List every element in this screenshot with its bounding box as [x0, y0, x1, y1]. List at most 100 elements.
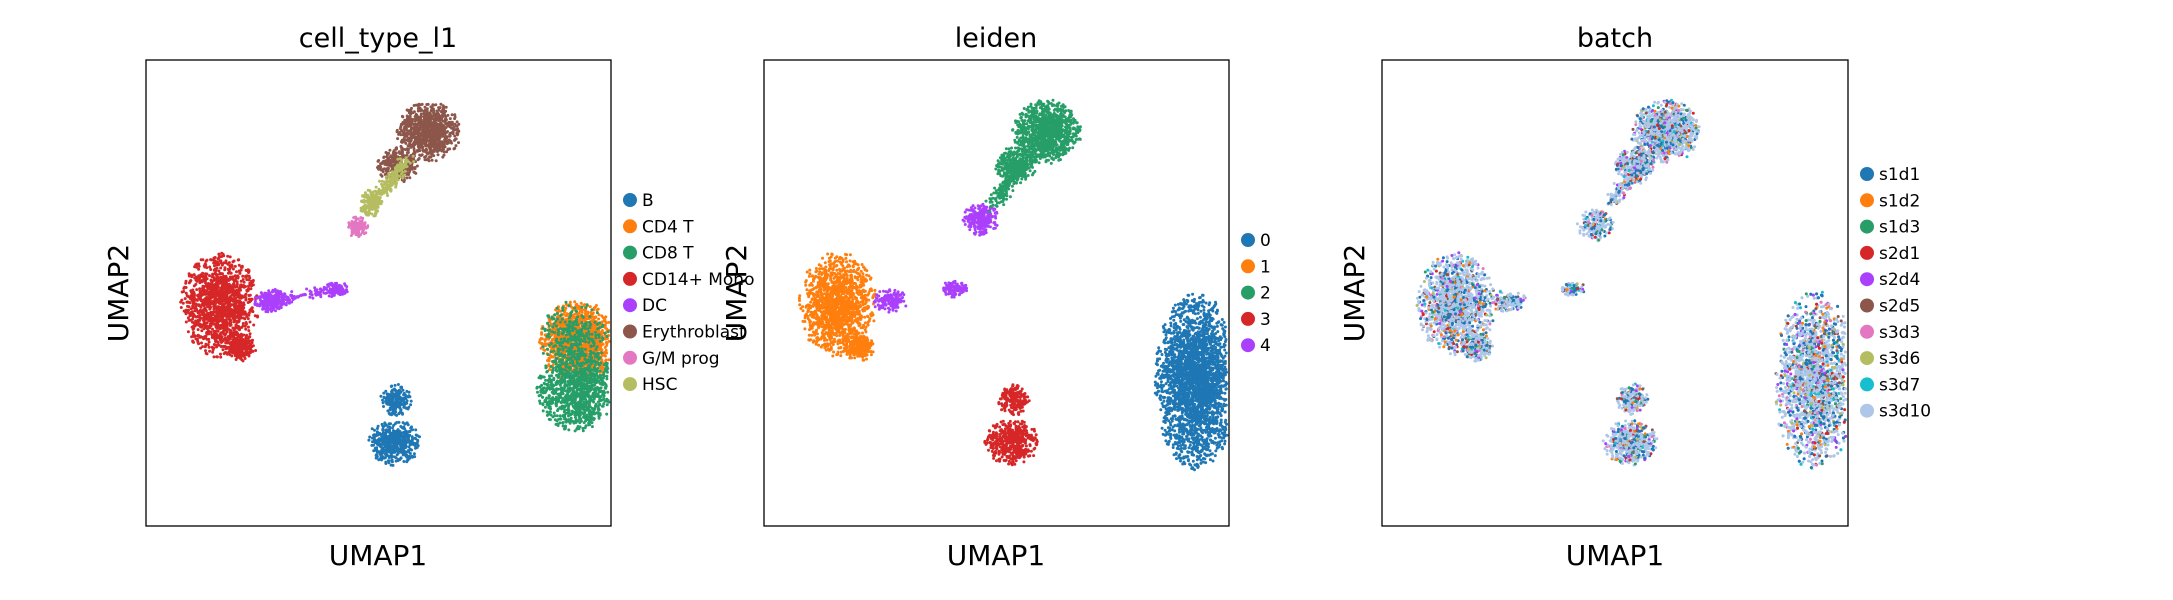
scatter-points [179, 102, 611, 467]
scatter-point [239, 284, 242, 288]
scatter-point [216, 340, 220, 344]
scatter-point [246, 301, 250, 304]
scatter-point [253, 303, 257, 306]
scatter-point [238, 338, 242, 342]
scatter-point [266, 305, 270, 309]
scatter-point [232, 292, 236, 296]
scatter-point [187, 274, 191, 278]
scatter-point [197, 278, 201, 282]
scatter-point [450, 131, 454, 135]
scatter-point [193, 314, 197, 318]
scatter-point [248, 293, 252, 297]
scatter-point [261, 295, 265, 299]
scatter-point [394, 389, 398, 393]
scatter-point [222, 279, 226, 283]
scatter-point [423, 105, 427, 109]
scatter-point [191, 310, 194, 314]
scatter-point [416, 132, 420, 136]
scatter-point [358, 222, 362, 226]
scatter-point [383, 162, 387, 166]
scatter-point [231, 277, 235, 281]
scatter-point [394, 459, 398, 463]
scatter-point [196, 328, 200, 332]
scatter-point [218, 280, 222, 284]
scatter-point [212, 355, 216, 359]
scatter-point [239, 316, 243, 320]
scatter-point [409, 399, 413, 403]
scatter-point [408, 176, 412, 180]
scatter-point [244, 327, 248, 331]
scatter-point [241, 295, 245, 299]
scatter-point [238, 343, 242, 347]
scatter-point [457, 141, 460, 145]
scatter-point [579, 301, 583, 305]
scatter-point [372, 443, 375, 447]
scatter-point [429, 118, 433, 122]
scatter-point [399, 456, 403, 460]
scatter-point [194, 319, 198, 323]
scatter-point [405, 153, 409, 157]
scatter-point [201, 271, 205, 275]
scatter-point [194, 337, 198, 341]
scatter-point [405, 132, 408, 136]
scatter-point [207, 319, 211, 323]
scatter-point [418, 135, 422, 139]
scatter-point [204, 307, 207, 311]
scatter-point [377, 443, 380, 447]
scatter-point [248, 320, 252, 324]
scatter-point [450, 141, 453, 145]
scatter-point [382, 405, 385, 408]
scatter-point [204, 349, 207, 353]
scatter-point [248, 342, 252, 346]
scatter-point [387, 160, 391, 163]
scatter-point [248, 335, 251, 339]
scatter-point [389, 444, 393, 448]
scatter-point [225, 325, 229, 329]
scatter-point [201, 310, 204, 314]
scatter-point [398, 130, 402, 134]
scatter-point [405, 454, 409, 458]
scatter-point [234, 323, 238, 327]
scatter-point [200, 341, 203, 345]
scatter-point [197, 274, 201, 278]
scatter-point [244, 348, 248, 352]
scatter-point [224, 261, 228, 265]
scatter-point [390, 455, 394, 458]
scatter-point [216, 329, 220, 333]
scatter-point [213, 259, 217, 263]
scatter-point [429, 143, 433, 147]
scatter-point [383, 167, 386, 171]
scatter-point [235, 293, 239, 297]
scatter-point [208, 349, 212, 353]
scatter-point [183, 297, 187, 301]
scatter-point [201, 258, 205, 262]
scatter-point [214, 281, 218, 285]
scatter-point [229, 344, 233, 348]
scatter-point [230, 354, 234, 358]
scatter-point [337, 292, 341, 296]
scatter-point [199, 292, 203, 296]
scatter-point [453, 137, 457, 141]
scatter-point [409, 426, 413, 430]
scatter-point [389, 431, 393, 435]
scatter-point [216, 319, 220, 323]
scatter-point [244, 298, 248, 302]
scatter-point [225, 352, 229, 356]
scatter-point [425, 151, 429, 155]
panel-title: cell_type_l1 [299, 23, 457, 54]
scatter-point [395, 443, 399, 447]
scatter-point [232, 259, 236, 263]
scatter-point [413, 127, 416, 131]
scatter-point [403, 427, 406, 431]
scatter-point [218, 259, 222, 263]
scatter-point [387, 163, 391, 167]
scatter-point [417, 117, 420, 121]
scatter-point [202, 327, 206, 331]
scatter-point [243, 317, 247, 321]
scatter-point [190, 275, 194, 279]
scatter-point [386, 443, 390, 447]
scatter-point [254, 349, 258, 352]
scatter-point [368, 435, 372, 439]
scatter-point [239, 300, 242, 304]
